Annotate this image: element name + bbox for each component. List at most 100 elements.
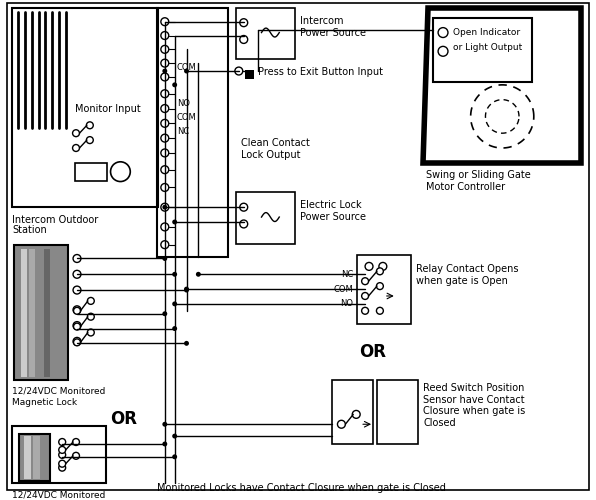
Circle shape — [59, 452, 66, 458]
Text: Reed Switch Position: Reed Switch Position — [423, 383, 524, 393]
Text: Open Indicator: Open Indicator — [453, 28, 520, 36]
Circle shape — [161, 184, 169, 192]
Text: Clean Contact
Lock Output: Clean Contact Lock Output — [241, 138, 310, 160]
Text: OR: OR — [359, 344, 386, 361]
Text: Station: Station — [12, 225, 46, 235]
Circle shape — [184, 68, 189, 73]
Text: OR: OR — [110, 410, 138, 428]
Bar — [433, 18, 532, 82]
Circle shape — [172, 220, 177, 224]
Circle shape — [172, 272, 177, 276]
Circle shape — [196, 272, 201, 276]
Circle shape — [379, 262, 387, 270]
Circle shape — [240, 18, 248, 26]
Circle shape — [162, 442, 167, 446]
Text: Relay Contact Opens: Relay Contact Opens — [417, 264, 519, 274]
Circle shape — [161, 32, 169, 40]
Text: COM: COM — [176, 62, 197, 72]
Circle shape — [184, 286, 189, 292]
Circle shape — [86, 136, 94, 143]
Text: COM: COM — [176, 113, 197, 122]
Circle shape — [59, 464, 66, 471]
Circle shape — [438, 28, 448, 38]
Polygon shape — [423, 8, 581, 163]
Circle shape — [162, 422, 167, 426]
Text: when gate is Open: when gate is Open — [417, 276, 508, 286]
Circle shape — [59, 438, 66, 446]
Circle shape — [110, 162, 131, 182]
Circle shape — [86, 122, 94, 129]
Circle shape — [362, 278, 368, 284]
Circle shape — [162, 256, 167, 261]
Bar — [157, 8, 228, 256]
Text: Monitored Locks have Contact Closure when gate is Closed: Monitored Locks have Contact Closure whe… — [157, 484, 446, 494]
Text: Magnetic Lock: Magnetic Lock — [12, 398, 77, 406]
Bar — [33, 436, 39, 480]
Circle shape — [59, 446, 66, 454]
Bar — [29, 248, 35, 377]
Circle shape — [161, 134, 169, 142]
Text: Press to Exit Button Input: Press to Exit Button Input — [257, 67, 383, 77]
Bar — [36, 248, 42, 377]
Circle shape — [362, 308, 368, 314]
Circle shape — [88, 298, 94, 304]
Text: Sensor have Contact: Sensor have Contact — [423, 394, 525, 404]
Circle shape — [161, 203, 169, 211]
Circle shape — [73, 130, 79, 136]
Bar — [245, 70, 254, 79]
Text: Intercom: Intercom — [300, 16, 343, 26]
Circle shape — [352, 410, 360, 418]
Circle shape — [88, 329, 94, 336]
Circle shape — [438, 46, 448, 56]
Bar — [357, 254, 411, 324]
Text: Closure when gate is: Closure when gate is — [423, 406, 526, 416]
Circle shape — [337, 420, 345, 428]
Circle shape — [73, 338, 81, 345]
Circle shape — [162, 68, 167, 73]
Text: NC: NC — [341, 270, 353, 279]
Circle shape — [161, 120, 169, 128]
Circle shape — [73, 452, 79, 460]
Text: Swing or Sliding Gate: Swing or Sliding Gate — [426, 170, 531, 179]
Circle shape — [172, 326, 177, 331]
Text: 12/24VDC Monitored: 12/24VDC Monitored — [12, 490, 105, 500]
Bar — [19, 434, 50, 482]
Text: Closed: Closed — [423, 418, 456, 428]
Bar — [45, 248, 50, 377]
Bar — [24, 436, 30, 480]
Text: Monitor Input: Monitor Input — [75, 104, 141, 114]
Text: Power Source: Power Source — [300, 212, 366, 222]
Circle shape — [377, 282, 383, 290]
Circle shape — [73, 339, 80, 346]
Bar — [331, 380, 373, 444]
Text: or Light Output: or Light Output — [453, 44, 522, 52]
Circle shape — [59, 460, 66, 467]
Circle shape — [161, 149, 169, 157]
Circle shape — [161, 46, 169, 54]
Circle shape — [362, 292, 368, 300]
Text: 12/24VDC Monitored: 12/24VDC Monitored — [12, 387, 105, 396]
Circle shape — [73, 323, 80, 330]
Circle shape — [162, 312, 167, 316]
Circle shape — [161, 73, 169, 81]
Circle shape — [172, 82, 177, 87]
Circle shape — [73, 322, 81, 330]
Bar — [377, 380, 418, 444]
Circle shape — [73, 254, 81, 262]
Text: Electric Lock: Electric Lock — [300, 200, 362, 210]
Circle shape — [377, 268, 383, 275]
Text: NO: NO — [176, 99, 190, 108]
Circle shape — [161, 59, 169, 67]
Circle shape — [73, 308, 80, 314]
Bar — [12, 8, 158, 207]
Bar — [14, 244, 68, 380]
Circle shape — [162, 204, 167, 210]
Circle shape — [240, 220, 248, 228]
Circle shape — [73, 438, 79, 446]
Circle shape — [88, 314, 94, 320]
Bar — [12, 426, 105, 484]
Circle shape — [240, 203, 248, 211]
Circle shape — [73, 144, 79, 152]
Circle shape — [172, 302, 177, 306]
Text: NC: NC — [176, 126, 189, 136]
